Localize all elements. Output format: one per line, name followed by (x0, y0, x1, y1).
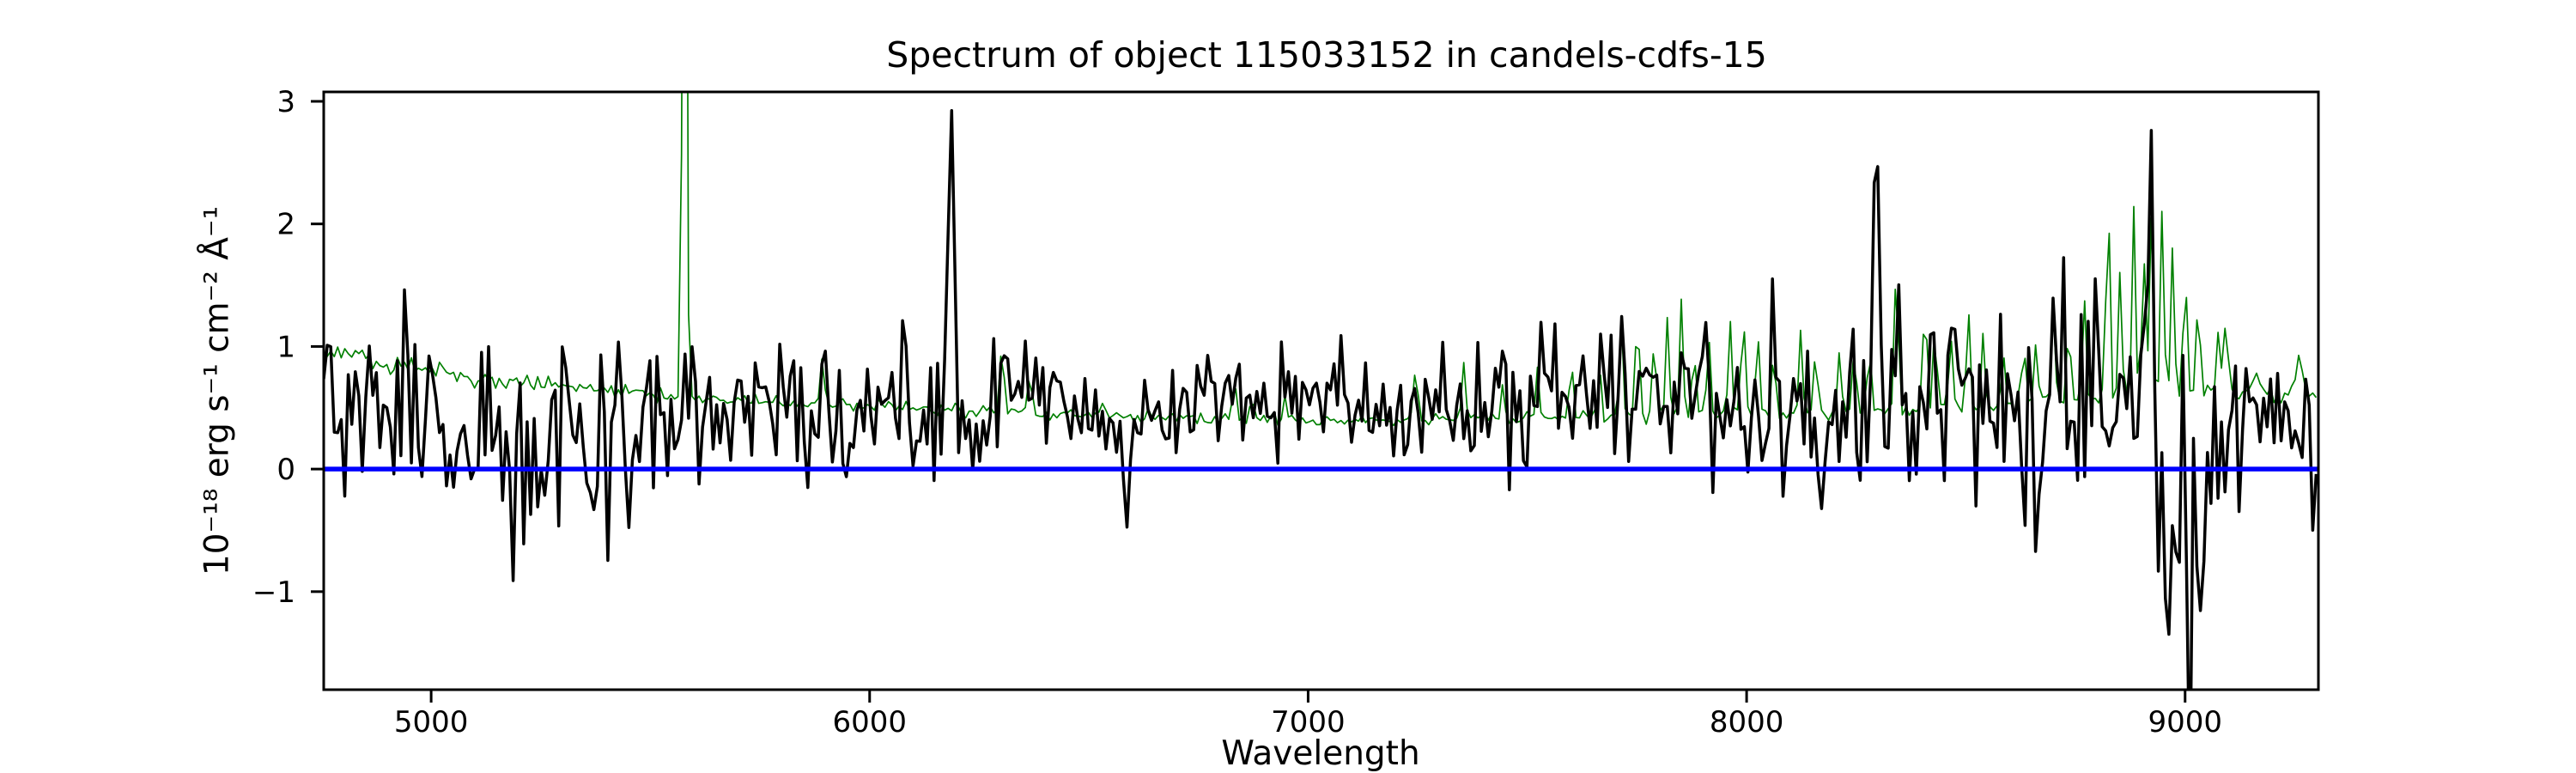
y-tick-label: 0 (276, 453, 295, 487)
y-tick-label: 2 (276, 208, 295, 242)
y-tick-label: 3 (276, 85, 295, 119)
plot-spines (322, 90, 2320, 691)
y-tick-label: −1 (252, 575, 295, 610)
x-axis-label: Wavelength (1221, 734, 1420, 773)
y-axis-label: 10⁻¹⁸ erg s⁻¹ cm⁻² Å⁻¹ (197, 205, 237, 576)
x-tick-label: 9000 (2148, 705, 2222, 740)
plot-area (324, 92, 2318, 690)
y-tick-label: 1 (276, 330, 295, 364)
observed-spectrum-path (324, 108, 2318, 690)
chart-title: Spectrum of object 115033152 in candels-… (886, 34, 1767, 76)
x-tick-label: 5000 (394, 705, 469, 740)
x-tick-label: 7000 (1271, 705, 1346, 740)
x-tick-label: 6000 (833, 705, 908, 740)
axis-ticks: 5000 6000 7000 8000 9000 −1 0 1 2 3 (252, 85, 2222, 740)
x-tick-label: 8000 (1710, 705, 1784, 740)
